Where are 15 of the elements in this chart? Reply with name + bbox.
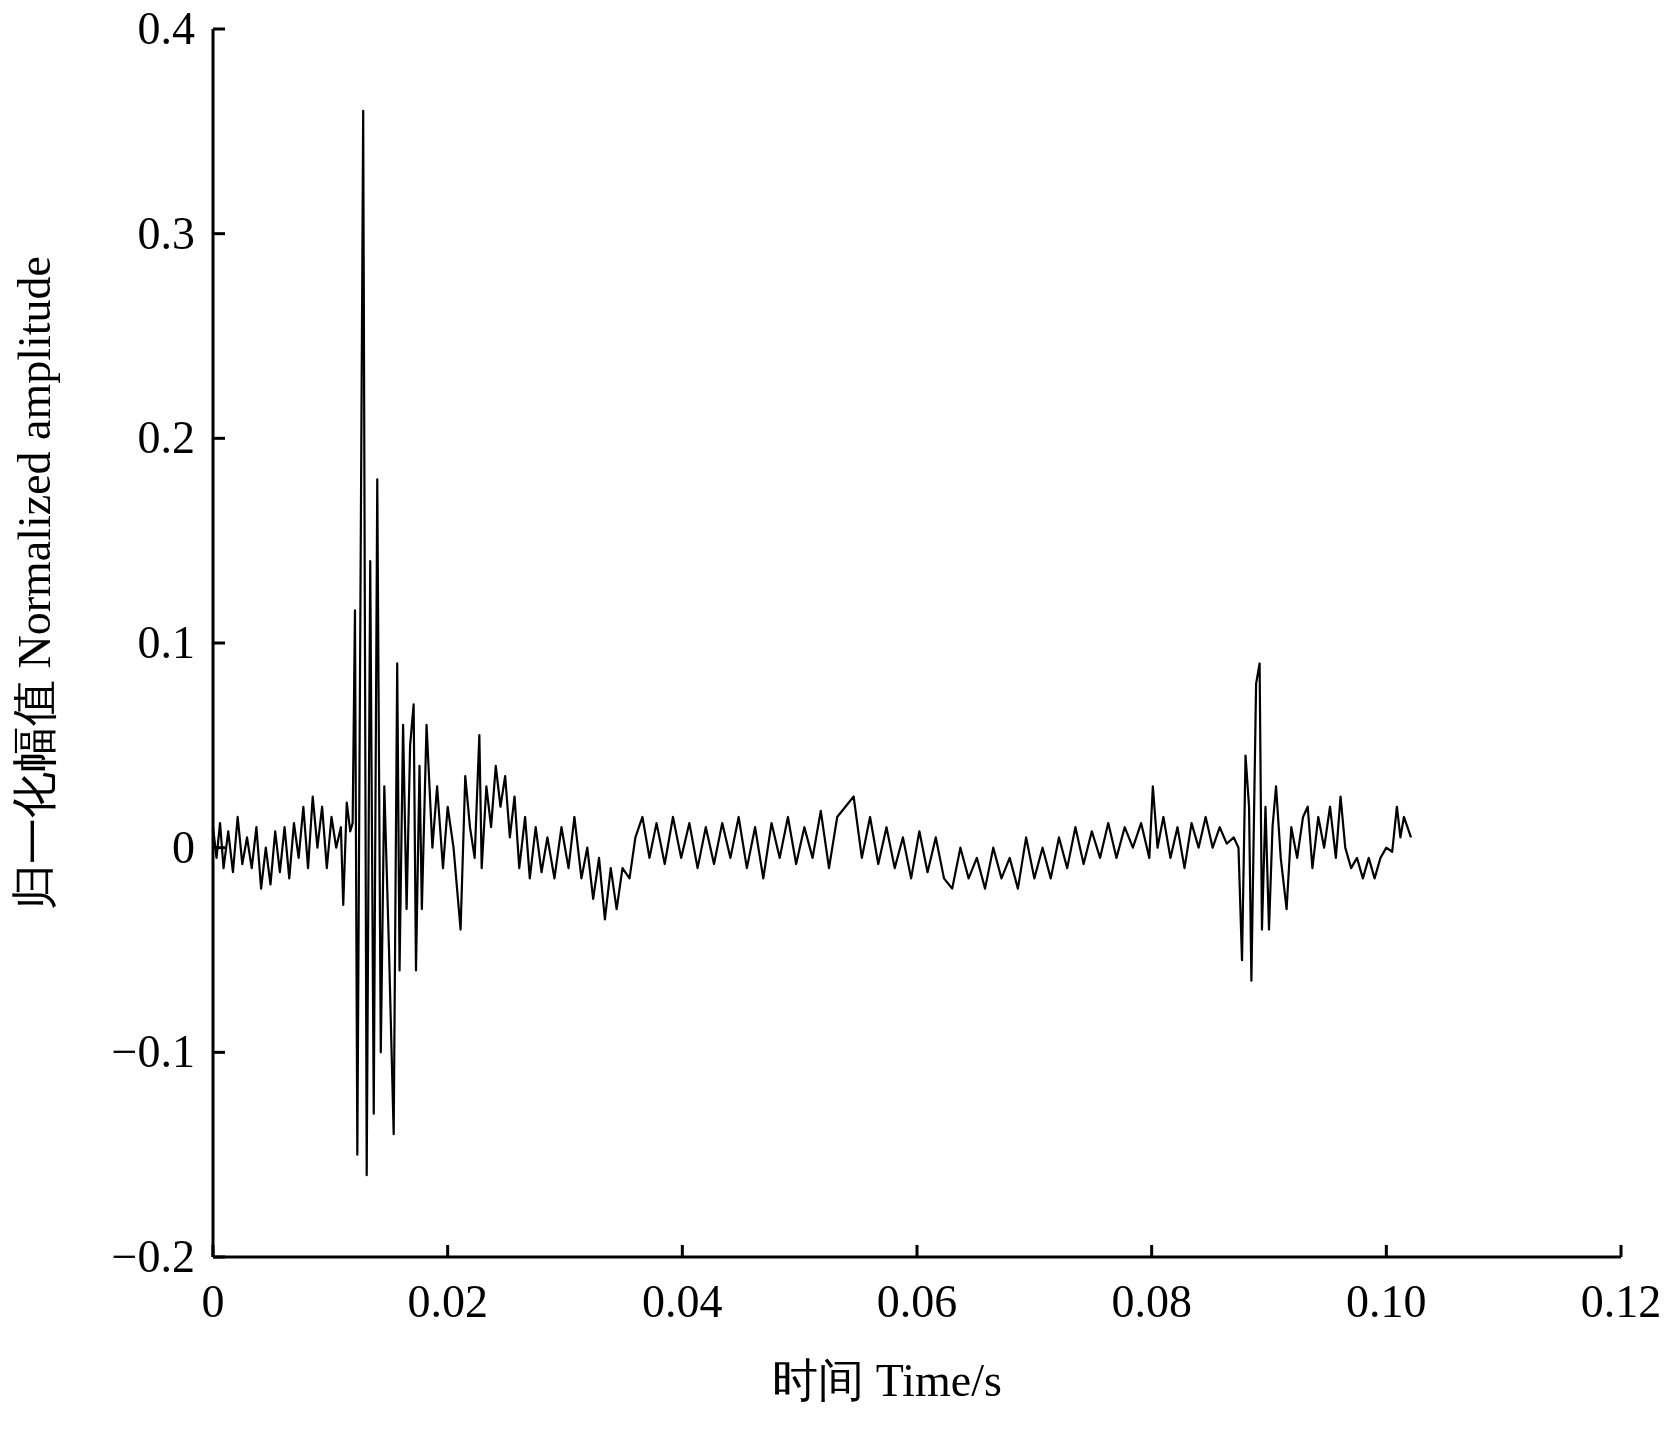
x-tick-label: 0.04 xyxy=(642,1276,723,1327)
y-axis-title: 归一化幅值 Normalized amplitude xyxy=(9,255,60,911)
x-axis-title: 时间 Time/s xyxy=(772,1355,1002,1406)
x-tick-label: 0.12 xyxy=(1580,1276,1662,1327)
y-tick-label: 0 xyxy=(172,821,195,873)
y-tick-label: −0.2 xyxy=(111,1231,195,1282)
x-tick-label: 0.06 xyxy=(876,1276,958,1327)
y-tick-label: −0.1 xyxy=(111,1026,195,1078)
y-tick-label: 0.4 xyxy=(137,3,195,54)
x-tick-label: 0.02 xyxy=(407,1276,488,1327)
x-tick-label: 0.08 xyxy=(1111,1276,1192,1327)
x-tick-label: 0.10 xyxy=(1346,1276,1427,1327)
y-tick-label: 0.1 xyxy=(137,617,195,668)
y-tick-label: 0.2 xyxy=(137,412,195,464)
y-tick-label: 0.3 xyxy=(137,207,195,259)
